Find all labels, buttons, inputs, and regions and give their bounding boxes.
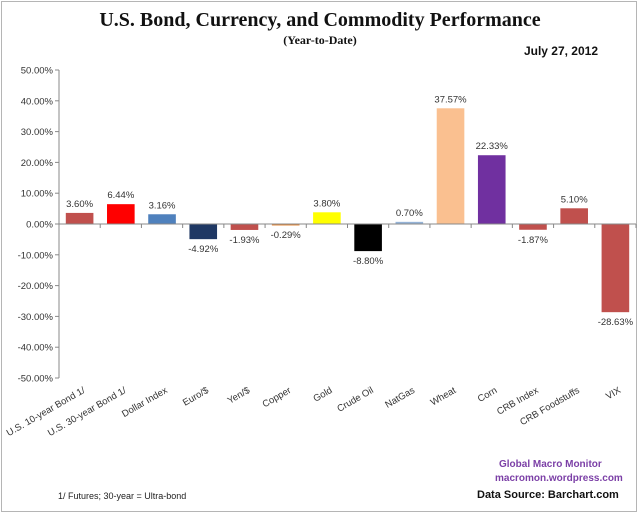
- y-tick-label: 40.00%: [21, 96, 54, 107]
- bar: [65, 212, 94, 224]
- bar: [395, 221, 424, 224]
- brand-url: macromon.wordpress.com: [495, 473, 623, 484]
- data-label: 6.44%: [107, 190, 134, 201]
- category-label: VIX: [604, 385, 623, 403]
- bar: [107, 204, 135, 224]
- y-tick-label: 30.00%: [21, 127, 54, 138]
- category-label: Yen/$: [226, 385, 253, 407]
- category-label: Copper: [261, 385, 293, 410]
- bar: [436, 108, 465, 224]
- category-label: Crude Oil: [335, 385, 375, 415]
- footnote: 1/ Futures; 30-year = Ultra-bond: [58, 491, 187, 501]
- data-label: 3.16%: [149, 200, 176, 211]
- bar: [354, 224, 382, 252]
- chart-date: July 27, 2012: [523, 44, 598, 58]
- data-label: 22.33%: [476, 141, 509, 152]
- bar: [601, 224, 630, 313]
- y-tick-label: -40.00%: [18, 343, 54, 354]
- chart-subtitle: (Year-to-Date): [283, 33, 357, 47]
- data-label: -1.93%: [229, 235, 260, 246]
- data-label: -8.80%: [353, 256, 384, 267]
- y-tick-label: -50.00%: [18, 374, 54, 385]
- data-label: 3.60%: [66, 199, 93, 210]
- category-label: U.S. 30-year Bond 1/: [46, 385, 129, 439]
- category-label: Euro/$: [181, 385, 211, 409]
- bar: [477, 155, 506, 224]
- y-tick-label: -30.00%: [18, 312, 54, 323]
- data-label: 3.80%: [313, 198, 340, 209]
- category-label: Dollar Index: [120, 385, 170, 420]
- data-label: -28.63%: [598, 317, 634, 328]
- category-label: Corn: [476, 385, 499, 405]
- data-label: 5.10%: [561, 194, 588, 205]
- bar: [519, 224, 547, 230]
- data-label: -0.29%: [271, 230, 302, 241]
- chart-title: U.S. Bond, Currency, and Commodity Perfo…: [99, 9, 541, 31]
- y-tick-label: 50.00%: [21, 66, 54, 77]
- data-source: Data Source: Barchart.com: [477, 489, 619, 501]
- y-tick-label: 20.00%: [21, 158, 54, 169]
- category-label: Wheat: [429, 385, 459, 408]
- bar: [271, 224, 300, 226]
- data-label: 37.57%: [434, 94, 467, 105]
- bar: [560, 208, 588, 224]
- bar: [189, 224, 218, 240]
- y-tick-label: 10.00%: [21, 189, 54, 200]
- bar: [230, 224, 259, 230]
- data-label: -4.92%: [188, 244, 219, 255]
- data-label: 0.70%: [396, 208, 423, 219]
- y-tick-label: 0.00%: [26, 220, 53, 231]
- bar: [148, 214, 176, 224]
- bar: [313, 212, 341, 224]
- y-tick-label: -20.00%: [18, 281, 54, 292]
- brand-name: Global Macro Monitor: [499, 459, 602, 470]
- category-label: NatGas: [383, 385, 417, 411]
- y-tick-label: -10.00%: [18, 250, 54, 261]
- category-label: Gold: [312, 385, 335, 405]
- data-label: -1.87%: [518, 235, 549, 246]
